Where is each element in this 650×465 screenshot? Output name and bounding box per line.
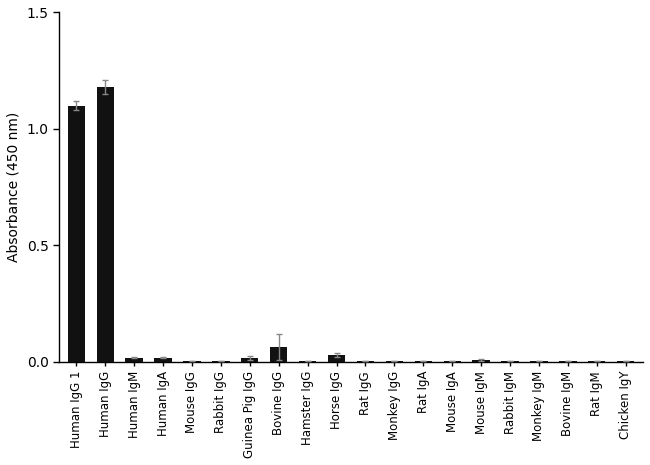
Bar — [299, 361, 317, 362]
Bar — [183, 361, 201, 362]
Bar — [154, 358, 172, 362]
Y-axis label: Absorbance (450 nm): Absorbance (450 nm) — [7, 112, 21, 262]
Bar — [443, 361, 461, 362]
Bar — [415, 361, 432, 362]
Bar — [530, 361, 548, 362]
Bar — [212, 361, 229, 362]
Bar — [328, 355, 345, 362]
Bar — [588, 361, 605, 362]
Bar — [385, 361, 403, 362]
Bar — [501, 361, 519, 362]
Bar — [68, 106, 85, 362]
Bar — [473, 360, 490, 362]
Bar — [241, 358, 259, 362]
Bar — [270, 347, 287, 362]
Bar — [559, 361, 577, 362]
Bar — [125, 358, 143, 362]
Bar — [357, 361, 374, 362]
Bar — [96, 87, 114, 362]
Bar — [617, 361, 634, 362]
